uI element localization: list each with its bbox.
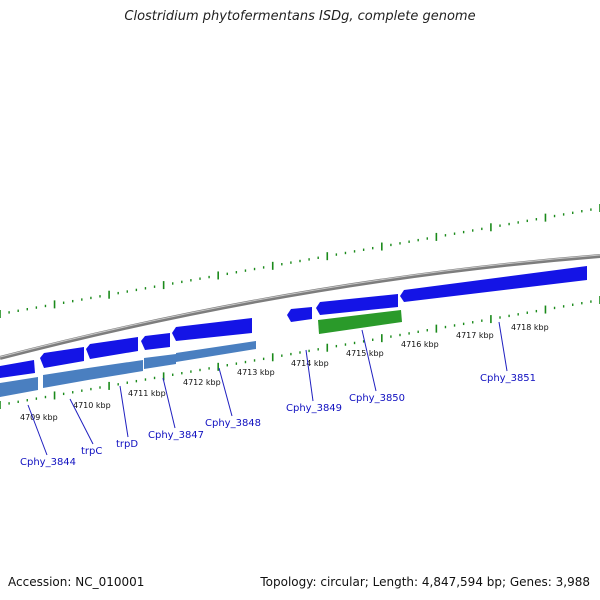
genome-backbone xyxy=(0,254,600,360)
kbp-label: 4714 kbp xyxy=(291,359,329,368)
kbp-label: 4709 kbp xyxy=(20,413,58,422)
gene-features xyxy=(0,266,587,397)
kbp-label: 4716 kbp xyxy=(401,340,439,349)
gene-arrow-cphy-3849[interactable] xyxy=(287,307,312,322)
kbp-label: 4715 kbp xyxy=(346,349,384,358)
kbp-label: 4711 kbp xyxy=(128,389,166,398)
kbp-label: 4712 kbp xyxy=(183,378,221,387)
gene-cds-cphy-3848[interactable] xyxy=(176,341,256,362)
gene-leader-line xyxy=(305,349,314,402)
gene-label[interactable]: Cphy_3849 xyxy=(286,403,342,414)
gene-cds-cphy-3847[interactable] xyxy=(144,354,176,369)
gene-label[interactable]: Cphy_3844 xyxy=(20,457,76,468)
gene-arrow-trpd[interactable] xyxy=(86,337,138,359)
topology-text: Topology: circular; Length: 4,847,594 bp… xyxy=(260,575,590,589)
gene-leader-line xyxy=(498,321,508,372)
gene-cds-cphy-3844[interactable] xyxy=(0,377,38,397)
gene-cds-trpc[interactable] xyxy=(43,368,88,388)
gene-arrow-cphy-3847[interactable] xyxy=(141,333,170,350)
kbp-label: 4717 kbp xyxy=(456,331,494,340)
kbp-label: 4713 kbp xyxy=(237,368,275,377)
kbp-labels: 4709 kbp 4710 kbp 4711 kbp 4712 kbp 4713 kbp… xyxy=(20,323,549,422)
gene-cds-trpd[interactable] xyxy=(88,360,143,380)
gene-label[interactable]: Cphy_3851 xyxy=(480,373,536,384)
gene-label[interactable]: trpD xyxy=(116,439,138,450)
kbp-label: 4710 kbp xyxy=(73,401,111,410)
gene-arrow-cphy-3844[interactable] xyxy=(0,360,35,378)
gene-label[interactable]: Cphy_3847 xyxy=(148,430,204,441)
gene-leader-line xyxy=(69,398,94,445)
inner-tick-track xyxy=(0,296,600,409)
gene-arrow-cphy-3850[interactable] xyxy=(316,294,398,315)
gene-leader-line xyxy=(119,385,129,438)
accession-text: Accession: NC_010001 xyxy=(8,575,145,589)
gene-leader-line xyxy=(218,367,233,417)
gene-cds-cphy-3850[interactable] xyxy=(318,310,402,334)
gene-leader-line xyxy=(162,377,176,429)
gene-label[interactable]: trpC xyxy=(81,446,102,457)
gene-label[interactable]: Cphy_3850 xyxy=(349,393,405,404)
gene-leader-line xyxy=(361,329,377,392)
map-title: Clostridium phytofermentans ISDg, comple… xyxy=(124,9,476,24)
kbp-label: 4718 kbp xyxy=(511,323,549,332)
genome-backbone-highlight xyxy=(0,254,600,358)
gene-leader-line xyxy=(27,404,48,456)
gene-arrow-cphy-3851[interactable] xyxy=(400,266,587,302)
gene-arrow-cphy-3848[interactable] xyxy=(172,318,252,341)
gene-label[interactable]: Cphy_3848 xyxy=(205,418,261,429)
outer-tick-track xyxy=(0,204,600,318)
gene-arrow-trpc[interactable] xyxy=(40,347,84,368)
